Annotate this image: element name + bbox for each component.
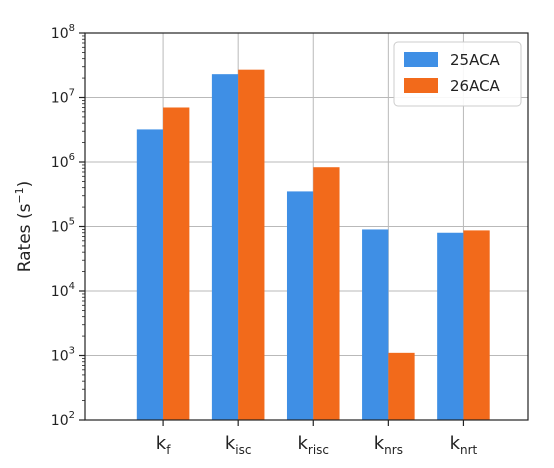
bar-26aca-0 xyxy=(163,107,190,420)
bar-25aca-1 xyxy=(211,74,239,421)
legend-label-25aca: 25ACA xyxy=(450,51,501,69)
y-tick-label: 106 xyxy=(51,152,75,171)
y-axis-label-group: Rates (s−1) xyxy=(13,181,35,273)
y-tick-label: 105 xyxy=(51,217,75,236)
y-tick-label: 107 xyxy=(51,88,75,107)
bar-25aca-0 xyxy=(136,129,164,420)
x-tick-label-kf: kf xyxy=(156,433,171,457)
legend: 25ACA 26ACA xyxy=(393,41,522,107)
legend-swatch-25aca xyxy=(404,52,438,67)
bar-26aca-2 xyxy=(313,167,340,420)
y-tick-label: 104 xyxy=(51,281,75,300)
x-tick-label-knrt: knrt xyxy=(450,433,478,457)
legend-swatch-26aca xyxy=(404,78,438,93)
y-axis: 102 103 104 105 106 107 108 xyxy=(51,23,85,429)
x-tick-label-krisc: krisc xyxy=(297,433,329,457)
y-axis-label: Rates (s−1) xyxy=(13,181,35,273)
x-tick-label-knrs: knrs xyxy=(374,433,403,457)
bar-26aca-3 xyxy=(388,352,415,420)
y-tick-label: 102 xyxy=(51,410,75,429)
y-tick-label: 108 xyxy=(51,23,75,42)
bars xyxy=(136,69,490,421)
x-tick-label-kisc: kisc xyxy=(225,433,252,457)
bar-25aca-4 xyxy=(437,232,464,420)
bar-26aca-1 xyxy=(238,69,265,421)
x-axis: kf kisc krisc knrs knrt xyxy=(156,420,478,457)
legend-label-26aca: 26ACA xyxy=(450,77,501,95)
bar-26aca-4 xyxy=(463,230,490,420)
y-tick-label: 103 xyxy=(51,346,75,365)
bar-25aca-3 xyxy=(362,229,389,420)
bar-25aca-2 xyxy=(286,191,314,420)
